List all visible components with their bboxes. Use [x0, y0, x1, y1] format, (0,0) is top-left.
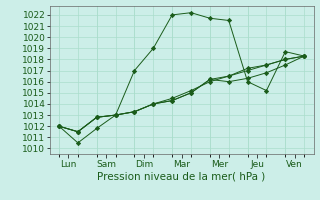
- X-axis label: Pression niveau de la mer( hPa ): Pression niveau de la mer( hPa ): [98, 171, 266, 181]
